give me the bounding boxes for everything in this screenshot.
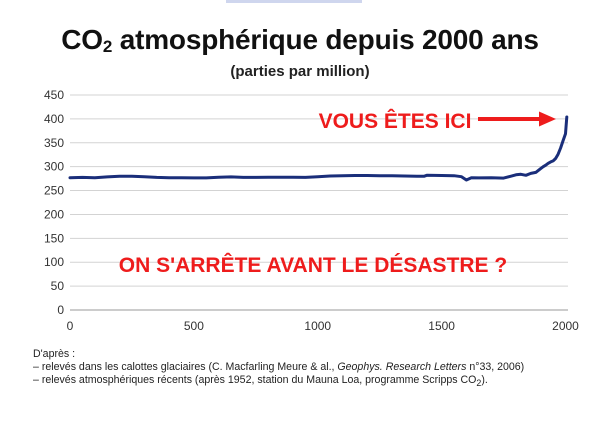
title-subscript: 2 xyxy=(102,37,113,56)
source-line-mauna-loa: – relevés atmosphériques récents (après … xyxy=(33,374,488,389)
y-tick-label-150: 150 xyxy=(44,231,64,245)
x-tick-label-1500: 1500 xyxy=(428,319,455,333)
y-tick-label-300: 300 xyxy=(44,160,64,174)
x-tick-label-500: 500 xyxy=(184,319,204,333)
y-tick-label-100: 100 xyxy=(44,255,64,269)
source-heading: D'après : xyxy=(33,348,76,360)
y-tick-label-50: 50 xyxy=(51,279,65,293)
y-tick-label-450: 450 xyxy=(44,88,64,102)
source-line-ice-cores: – relevés dans les calottes glaciaires (… xyxy=(33,361,525,374)
journal-name: Geophys. Research Letters xyxy=(337,361,467,374)
source-notes: D'après : – relevés dans les calottes gl… xyxy=(33,348,593,391)
co2-series-line xyxy=(68,115,569,182)
y-tick-label-350: 350 xyxy=(44,136,64,150)
y-tick-label-200: 200 xyxy=(44,207,64,221)
chart-title: CO2 atmosphérique depuis 2000 ans xyxy=(0,24,600,57)
y-tick-label-250: 250 xyxy=(44,184,64,198)
annotation-question: ON S'ARRÊTE AVANT LE DÉSASTRE ? xyxy=(119,253,507,277)
chart-gridlines xyxy=(70,94,568,311)
y-axis-ticks: 0 50 100 150 200 250 300 350 400 450 xyxy=(44,88,64,317)
x-tick-label-0: 0 xyxy=(67,319,74,333)
title-co: CO xyxy=(61,24,103,55)
arrow-icon xyxy=(478,111,556,127)
co2-line-chart: 0 50 100 150 200 250 300 350 400 450 0 500 1000 1500… xyxy=(44,88,580,333)
x-axis-ticks: 0 500 1000 1500 2000 xyxy=(67,319,580,333)
top-accent-bar xyxy=(226,0,362,3)
chart-subtitle: (parties par million) xyxy=(230,63,370,80)
annotation-vous-etes-ici: VOUS ÊTES ICI xyxy=(319,109,472,133)
y-tick-label-0: 0 xyxy=(57,303,64,317)
title-rest: atmosphérique depuis 2000 ans xyxy=(112,24,539,55)
y-tick-label-400: 400 xyxy=(44,112,64,126)
x-tick-label-1000: 1000 xyxy=(304,319,331,333)
x-tick-label-2000: 2000 xyxy=(552,319,579,333)
